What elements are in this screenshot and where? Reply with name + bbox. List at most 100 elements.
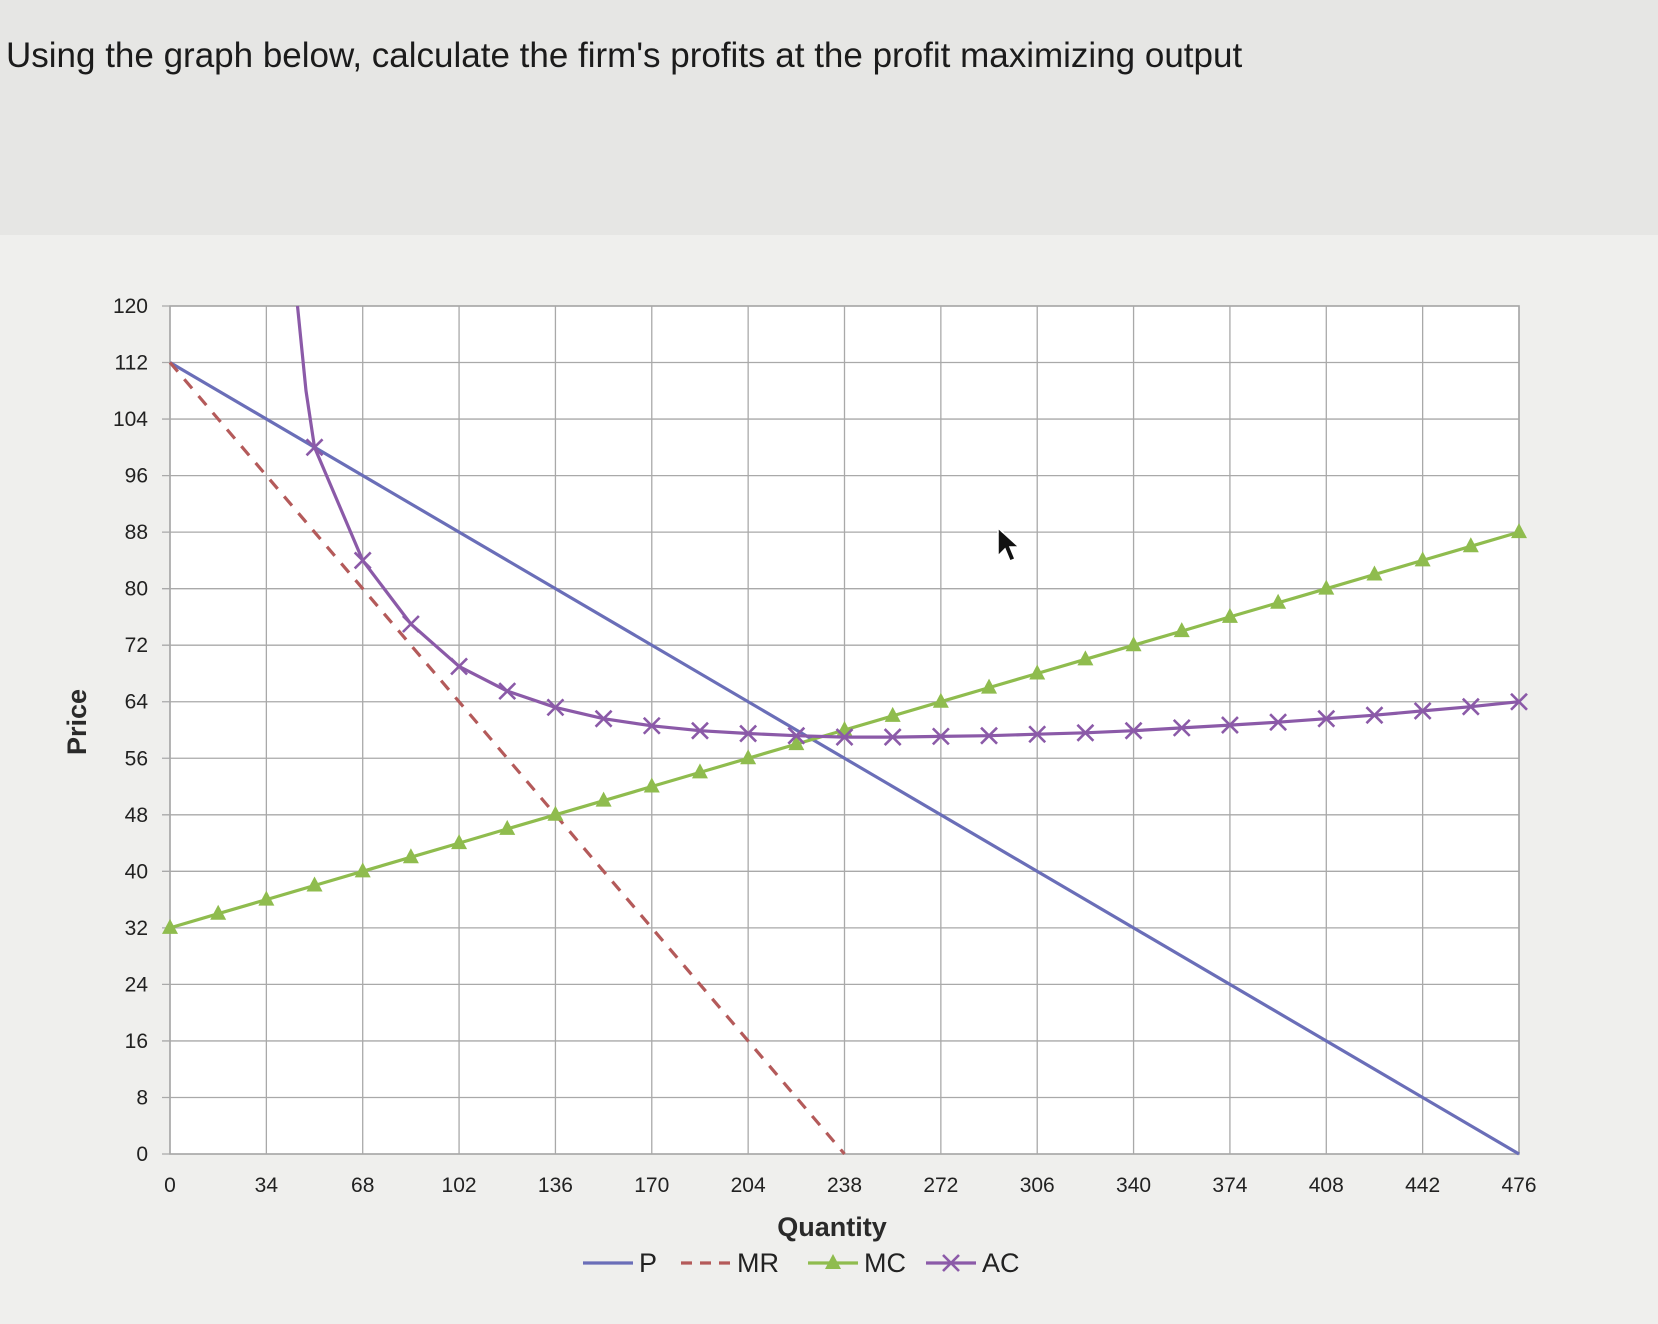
mc-marker xyxy=(306,876,323,892)
mc-marker xyxy=(1366,565,1383,581)
y-tick-label: 32 xyxy=(125,917,148,940)
mc-marker xyxy=(1511,523,1527,539)
ac-marker xyxy=(931,727,950,746)
ac-marker xyxy=(883,728,902,746)
y-tick-label: 8 xyxy=(136,1086,148,1109)
mc-marker xyxy=(691,763,708,779)
question-text: Using the graph below, calculate the fir… xyxy=(6,36,1243,75)
y-tick-label: 112 xyxy=(115,352,148,375)
ac-marker xyxy=(642,716,661,735)
x-tick-label: 102 xyxy=(442,1174,477,1197)
mc-marker xyxy=(1462,537,1479,553)
mc-marker xyxy=(210,904,227,920)
ac-marker xyxy=(739,724,758,743)
legend-item-mc: MC xyxy=(808,1248,906,1278)
y-tick-label: 120 xyxy=(113,295,148,318)
y-tick-label: 96 xyxy=(125,465,148,488)
ac-marker xyxy=(594,709,613,728)
x-tick-label: 272 xyxy=(923,1174,958,1197)
x-tick-label: 340 xyxy=(1116,1174,1151,1197)
ac-marker xyxy=(1172,718,1191,737)
y-tick-label: 16 xyxy=(125,1030,148,1053)
legend-item-p: P xyxy=(583,1248,657,1278)
legend-item-ac: AC xyxy=(926,1248,1020,1278)
ac-marker xyxy=(835,728,854,746)
y-tick-label: 56 xyxy=(125,747,148,770)
x-axis-title: Quantity xyxy=(777,1212,887,1242)
mc-marker xyxy=(499,819,516,835)
x-tick-label: 408 xyxy=(1309,1174,1344,1197)
mc-marker xyxy=(788,735,805,751)
mc-marker xyxy=(258,890,275,906)
ac-marker xyxy=(1076,723,1095,742)
mc-marker xyxy=(1029,664,1046,680)
mc-marker xyxy=(1125,636,1142,652)
legend-label: P xyxy=(639,1248,657,1278)
y-tick-label: 40 xyxy=(125,860,148,883)
series-line-ac xyxy=(295,305,1520,739)
mc-marker xyxy=(162,918,178,934)
x-tick-label: 170 xyxy=(634,1174,669,1197)
mc-marker xyxy=(402,848,419,864)
tick-labels: 0 34 68 102 136 170 204 238 272 306 340 374 408 442 47… xyxy=(113,295,1537,1197)
ac-marker xyxy=(401,615,420,633)
y-tick-label: 64 xyxy=(125,691,149,714)
mc-marker xyxy=(1318,579,1335,595)
y-tick-label: 72 xyxy=(125,634,148,657)
ac-marker xyxy=(691,721,709,740)
ac-marker xyxy=(353,551,372,570)
y-tick-label: 80 xyxy=(125,578,148,601)
series-line-p xyxy=(169,361,1520,1156)
ac-marker xyxy=(498,682,517,701)
mc-marker xyxy=(1270,593,1287,609)
x-tick-label: 374 xyxy=(1212,1174,1247,1197)
x-tick-label: 476 xyxy=(1501,1174,1536,1197)
y-tick-label: 88 xyxy=(125,521,148,544)
x-tick-label: 34 xyxy=(255,1174,279,1197)
ac-marker xyxy=(980,726,998,745)
y-axis-title: Price xyxy=(62,689,92,755)
mc-marker xyxy=(1221,607,1238,623)
ac-marker xyxy=(305,438,324,457)
mc-marker xyxy=(981,678,998,694)
mc-marker xyxy=(354,862,371,878)
y-tick-label: 48 xyxy=(125,804,148,827)
ac-marker xyxy=(1461,697,1480,716)
ac-marker xyxy=(1028,725,1047,744)
series-line-mr xyxy=(168,361,846,1156)
mc-marker xyxy=(451,834,468,850)
mc-marker xyxy=(1173,622,1190,638)
legend-label: MC xyxy=(864,1248,906,1278)
ac-marker xyxy=(1510,692,1528,711)
mc-marker xyxy=(932,692,949,708)
ac-marker xyxy=(1317,709,1336,728)
mc-marker xyxy=(1077,650,1094,666)
y-tick-label: 104 xyxy=(113,408,148,431)
x-tick-label: 0 xyxy=(164,1174,176,1197)
mc-marker xyxy=(1414,551,1431,567)
ac-marker xyxy=(546,698,565,717)
x-tick-label: 238 xyxy=(827,1174,862,1197)
y-tick-label: 0 xyxy=(136,1143,148,1166)
mc-marker xyxy=(547,805,564,821)
ac-marker xyxy=(1221,716,1239,734)
mc-marker xyxy=(643,777,660,793)
mouse-cursor-icon xyxy=(997,526,1021,562)
ac-marker xyxy=(1269,713,1288,732)
legend-label: AC xyxy=(982,1248,1020,1278)
x-tick-label: 204 xyxy=(731,1174,766,1197)
ac-marker xyxy=(450,657,468,676)
y-tick-label: 24 xyxy=(125,973,149,996)
series-group xyxy=(162,305,1528,1156)
x-tick-label: 136 xyxy=(538,1174,573,1197)
x-tick-label: 306 xyxy=(1020,1174,1055,1197)
legend: P MR MC AC xyxy=(583,1248,1020,1278)
ac-marker xyxy=(1365,706,1384,725)
ac-marker xyxy=(1413,702,1432,720)
x-tick-label: 442 xyxy=(1405,1174,1440,1197)
ac-marker xyxy=(1124,721,1143,740)
ac-marker xyxy=(787,726,806,745)
mc-marker xyxy=(595,791,612,807)
